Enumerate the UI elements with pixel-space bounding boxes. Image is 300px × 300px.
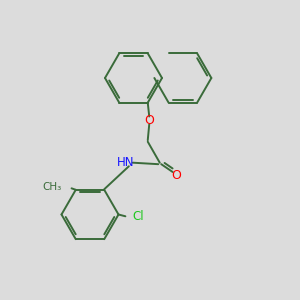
- Text: CH₃: CH₃: [42, 182, 62, 192]
- Text: O: O: [171, 169, 181, 182]
- Text: Cl: Cl: [132, 210, 144, 224]
- Text: O: O: [144, 114, 154, 127]
- Text: HN: HN: [116, 156, 134, 169]
